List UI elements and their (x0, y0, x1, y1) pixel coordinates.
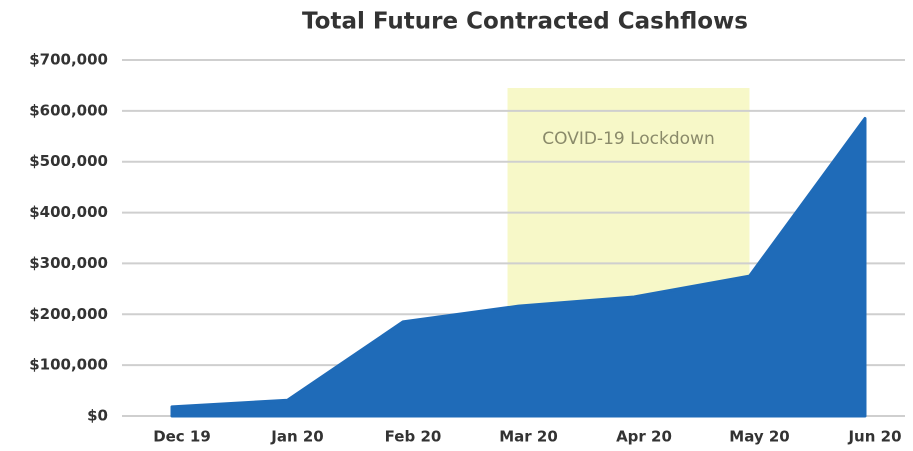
annotation-text: COVID-19 Lockdown (542, 129, 715, 149)
x-tick-label: Jan 20 (270, 428, 323, 446)
y-tick-label: $100,000 (29, 356, 108, 374)
y-tick-label: $300,000 (29, 254, 108, 272)
x-tick-label: Mar 20 (499, 428, 558, 446)
y-tick-label: $200,000 (29, 305, 108, 323)
y-tick-label: $600,000 (29, 101, 108, 119)
y-tick-label: $0 (87, 407, 108, 425)
x-tick-label: Jun 20 (847, 428, 901, 446)
y-tick-label: $700,000 (29, 51, 108, 69)
area (170, 116, 867, 418)
y-tick-label: $400,000 (29, 203, 108, 221)
x-tick-label: Apr 20 (616, 428, 672, 446)
chart-title: Total Future Contracted Cashflows (302, 9, 748, 35)
x-tick-label: Dec 19 (153, 428, 211, 446)
y-tick-label: $500,000 (29, 152, 108, 170)
x-tick-label: May 20 (729, 428, 789, 446)
x-tick-label: Feb 20 (385, 428, 442, 446)
